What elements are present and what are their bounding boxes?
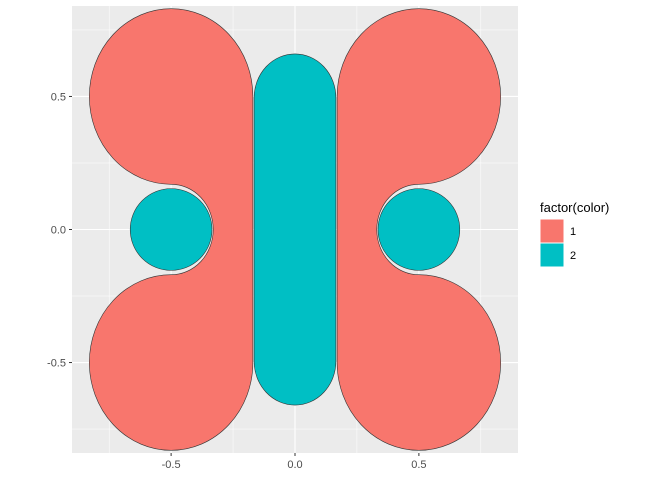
legend-key-2	[539, 242, 565, 268]
right-wing	[336, 8, 501, 451]
legend-key-1	[539, 218, 565, 244]
x-axis-ticks: -0.5 0.0 0.5	[162, 453, 427, 471]
y-tick-label: 0.5	[51, 91, 66, 103]
body	[253, 53, 337, 406]
y-tick-label: 0.0	[51, 225, 66, 237]
left-wing	[89, 8, 254, 451]
x-tick-label: 0.0	[287, 459, 302, 471]
x-tick-label: -0.5	[162, 459, 181, 471]
legend-title: factor(color)	[540, 200, 609, 215]
legend-label-2: 2	[570, 250, 576, 262]
y-axis-ticks: -0.5 0.0 0.5	[47, 91, 72, 370]
y-tick-label: -0.5	[47, 358, 66, 370]
plot-shapes	[89, 8, 501, 451]
legend-label-1: 1	[570, 226, 576, 238]
x-tick-label: 0.5	[411, 459, 426, 471]
legend: factor(color) 1 2	[539, 200, 609, 268]
left-spot	[129, 188, 213, 271]
right-spot	[377, 188, 461, 271]
